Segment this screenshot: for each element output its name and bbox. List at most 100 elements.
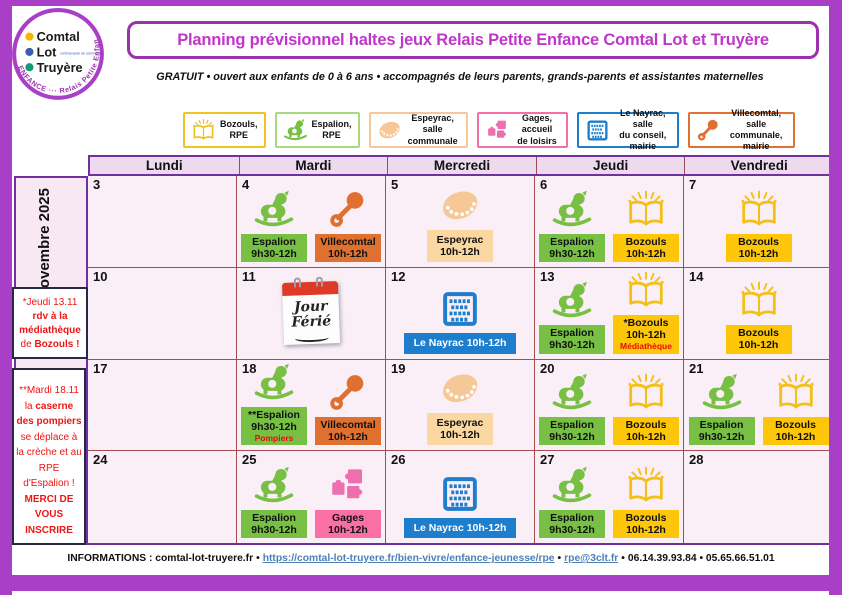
day-number: 10	[93, 268, 108, 284]
event-espalion: Espalion 9h30-12h	[539, 417, 605, 446]
legend-label: Le Nayrac, salle du conseil, mairie	[619, 107, 667, 152]
event-time: 9h30-12h	[549, 247, 595, 260]
calendar-grid: 3 4 Espalion 9h30-12h Villeco	[88, 176, 835, 545]
palette-icon	[434, 185, 486, 227]
event-bozouls: Bozouls 10h-12h	[762, 417, 829, 446]
event-time: 10h-12h	[626, 247, 666, 260]
event-time: 9h30-12h	[251, 523, 297, 536]
note-text: **Mardi 18.11 la	[19, 385, 79, 412]
footer-prefix: INFORMATIONS : comtal-lot-truyere.fr	[67, 553, 254, 564]
frame-right	[829, 0, 842, 595]
day-number: 11	[242, 268, 256, 284]
event-name: Espeyrac	[436, 417, 484, 430]
event-time: 9h30-12h	[251, 247, 297, 260]
cell-nov-4: 4 Espalion 9h30-12h Villecomtal 10h-1	[237, 176, 386, 268]
footer-link-email[interactable]: rpe@3clt.fr	[564, 553, 619, 564]
cell-nov-12: 12 Le Nayrac 10h-12h	[386, 267, 535, 360]
footer-separator: •	[256, 553, 260, 564]
event-bozouls: Bozouls 10h-12h	[725, 325, 792, 354]
cell-nov-10: 10	[88, 267, 237, 360]
event-name: Espalion	[550, 511, 594, 524]
rocking-horse-icon	[253, 465, 295, 507]
logo-dot-yellow	[25, 32, 34, 41]
legend-label: Espalion, RPE	[311, 118, 352, 140]
event-name: Espeyrac	[436, 233, 484, 246]
logo-small-text: communauté de communes	[60, 51, 103, 55]
event-name: Le Nayrac 10h-12h	[413, 337, 507, 350]
event-bozouls-mediatheque: *Bozouls 10h-12h Médiathèque	[613, 315, 679, 354]
day-number: 7	[689, 177, 697, 192]
calendar-card-header	[281, 276, 339, 296]
legend-label: Gages, accueil de loisirs	[517, 113, 557, 146]
day-number: 27	[540, 452, 555, 468]
event-name: Bozouls	[775, 419, 816, 432]
event-name: Espalion	[550, 419, 594, 432]
cell-nov-17: 17	[88, 359, 237, 452]
event-time: 9h30-12h	[549, 523, 595, 536]
cell-nov-26: 26 Le Nayrac 10h-12h	[386, 451, 535, 543]
day-number: 24	[93, 452, 108, 468]
page-subtitle: GRATUIT • ouvert aux enfants de 0 à 6 an…	[156, 71, 764, 83]
event-name: Bozouls	[625, 419, 667, 432]
event-bozouls: Bozouls 10h-12h	[725, 233, 792, 262]
logo-dot-blue	[25, 47, 34, 56]
event-espalion-pompiers: **Espalion 9h30-12h Pompiers	[241, 406, 307, 446]
event-espalion: Espalion 9h30-12h	[539, 233, 605, 262]
legend-item-villecomtal: Villecomtal, salle communale, mairie	[688, 108, 795, 151]
event-name: Gages	[331, 511, 365, 524]
logo-line-lot: Lot	[37, 44, 58, 59]
cell-nov-5: 5 Espeyrac 10h-12h	[386, 176, 535, 268]
page-title: Planning prévisionnel haltes jeux Relais…	[127, 21, 819, 59]
event-time: 10h-12h	[738, 339, 779, 352]
cell-nov-25: 25 Espalion 9h30-12h Gages 10h-12h	[237, 451, 386, 543]
cell-nov-28: 28	[684, 451, 833, 543]
day-header-jeudi: Jeudi	[535, 157, 685, 174]
logo-dot-green	[25, 63, 34, 72]
day-header-mercredi: Mercredi	[387, 157, 536, 174]
open-book-icon	[191, 118, 216, 143]
event-bozouls: Bozouls 10h-12h	[613, 509, 679, 538]
comtal-lot-truyere-logo: ENFANCE ··· Relais Petite Enfance Comtal…	[6, 6, 104, 100]
event-name: Bozouls	[738, 327, 779, 340]
cell-nov-11: 11 Jour Férié	[237, 267, 386, 360]
event-bozouls: Bozouls 10h-12h	[613, 233, 679, 262]
rocking-horse-icon	[551, 189, 593, 231]
calendar: Lundi Mardi Mercredi Jeudi Vendredi Nove…	[12, 155, 835, 545]
day-number: 4	[242, 177, 250, 192]
event-name: Espalion	[550, 327, 594, 340]
event-time: 10h-12h	[328, 523, 368, 536]
open-book-icon	[738, 280, 780, 322]
puzzle-icon	[327, 465, 369, 507]
rattle-icon	[696, 118, 721, 143]
day-number: 14	[689, 268, 704, 284]
legend-label: Villecomtal, salle communale, mairie	[729, 107, 783, 152]
event-espeyrac: Espeyrac 10h-12h	[427, 413, 493, 446]
note-pompiers: **Mardi 18.11 la caserne des pompiers se…	[12, 368, 86, 545]
event-name: *Bozouls	[623, 317, 669, 330]
event-name: Bozouls	[738, 235, 779, 248]
rocking-horse-icon	[283, 118, 308, 143]
note-text-bold: rdv à la médiathèque	[19, 311, 81, 336]
event-time: 9h30-12h	[549, 431, 595, 444]
month-label: Novembre 2025	[36, 188, 53, 299]
event-time: 10h-12h	[626, 431, 666, 444]
legend-item-espalion: Espalion, RPE	[274, 112, 360, 148]
note-text-bold: MERCI DE VOUS INSCRIRE	[24, 493, 74, 536]
footer-separator: •	[621, 553, 625, 564]
note-text: de	[20, 339, 35, 350]
footer-link-rpe-page[interactable]: https://comtal-lot-truyere.fr/bien-vivre…	[262, 553, 555, 564]
day-number: 3	[93, 177, 101, 192]
event-espalion: Espalion 9h30-12h	[241, 233, 307, 262]
logo-line-comtal: Comtal	[37, 29, 80, 44]
cell-nov-19: 19 Espeyrac 10h-12h	[386, 359, 535, 452]
frame-left	[0, 0, 12, 595]
event-time: 10h-12h	[440, 245, 480, 258]
event-villecomtal: Villecomtal 10h-12h	[315, 233, 381, 262]
event-name: Espalion	[699, 419, 744, 432]
event-time: 10h-12h	[328, 431, 368, 444]
event-name: Villecomtal	[320, 235, 376, 248]
logo-line-truyere: Truyère	[37, 60, 83, 75]
event-time: 10h-12h	[738, 247, 779, 260]
cell-nov-20: 20 Espalion 9h30-12h Bozouls 10h-12h	[535, 359, 684, 452]
holiday-word: Férié	[291, 313, 332, 331]
